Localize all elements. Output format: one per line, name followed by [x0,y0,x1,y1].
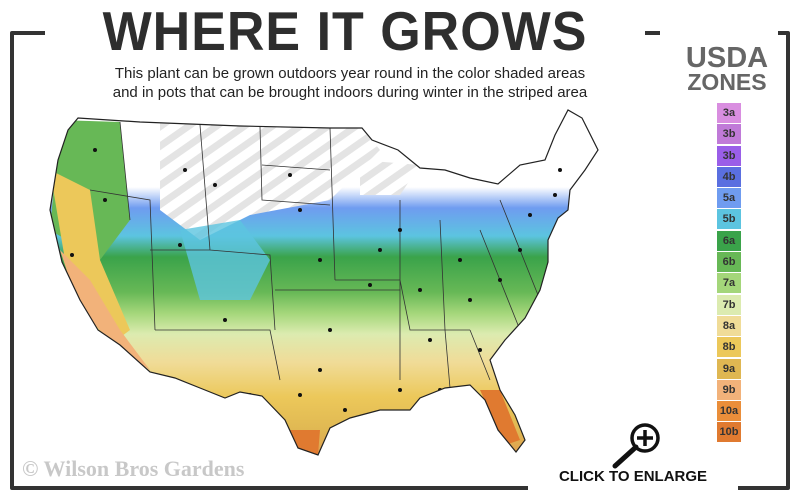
legend-zone-6b: 6b [717,252,741,273]
legend-zone-9a: 9a [717,358,741,379]
legend-zone-7b: 7b [717,294,741,315]
legend-zone-10b: 10b [717,422,741,443]
copyright-watermark: © Wilson Bros Gardens [22,456,245,481]
zone-california [60,250,150,370]
legend-title: USDA ZONES [672,42,782,95]
city-dots [70,148,562,422]
legend-zone-9b: 9b [717,379,741,400]
frame-gap-enlarge [528,478,738,492]
legend-zone-10a: 10a [717,401,741,422]
zone-texas-tip [290,430,320,455]
subtitle: This plant can be grown outdoors year ro… [20,64,680,102]
zone-coast [50,170,130,345]
subtitle-line-1: This plant can be grown outdoors year ro… [114,65,586,82]
zone-florida [480,390,520,445]
click-to-enlarge-button[interactable]: CLICK TO ENLARGE [558,468,708,485]
striped-area-2 [360,160,420,195]
subtitle-line-2: and in pots that can be brought indoors … [112,84,588,101]
legend-zone-5b: 5b [717,209,741,230]
legend-zone-3a: 3a [717,103,741,123]
striped-area [160,120,380,240]
striped-area-ne [505,110,565,170]
legend-zone-5a: 5a [717,188,741,209]
page-title: WHERE IT GROWS [102,1,588,63]
legend-zone-8b: 8b [717,337,741,358]
legend-zone-6a: 6a [717,230,741,251]
legend-title-line-2: ZONES [687,69,767,95]
zone-rockies [180,220,270,300]
legend-title-line-1: USDA [685,42,769,74]
legend-zone-3b: 3b [717,124,741,145]
legend-zone-8a: 8a [717,315,741,336]
magnifier-plus-icon[interactable] [608,420,668,470]
zone-legend: 3a 3b 3b 4b 5a 5b 6a 6b 7a 7b 8a 8b 9a 9b 10a 10b [717,103,741,444]
frame-gap-legend [660,25,778,39]
legend-zone-4b: 4b [717,166,741,187]
legend-zone-7a: 7a [717,273,741,294]
legend-zone-3b: 3b [717,145,741,166]
frame-gap-title [45,25,645,39]
